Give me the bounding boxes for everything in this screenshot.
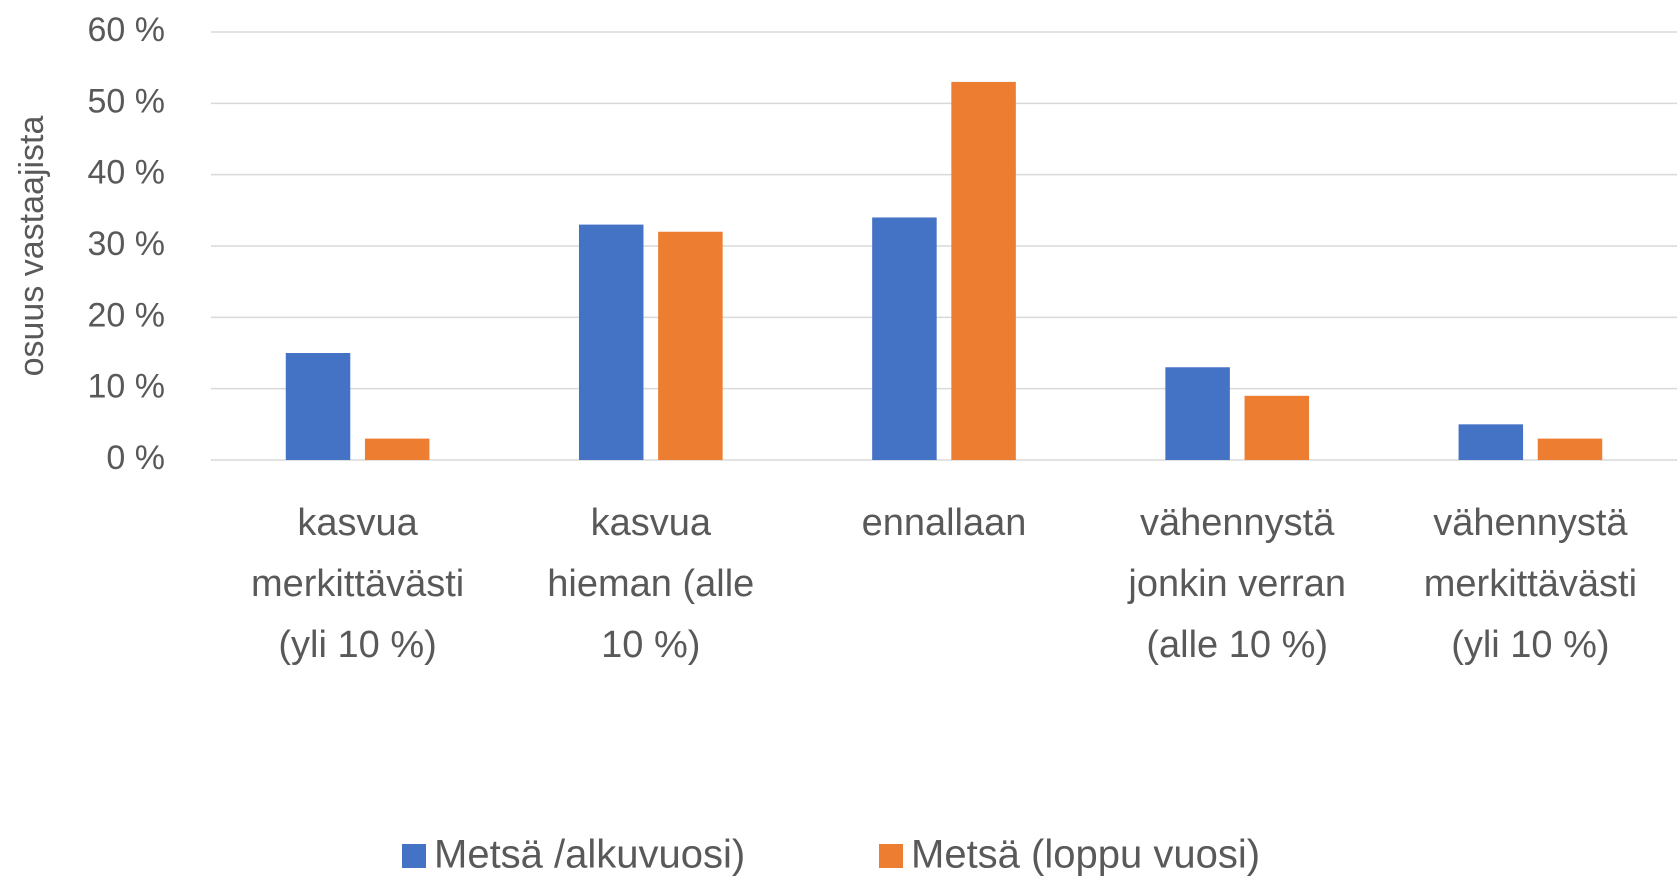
y-tick-label: 30 %: [88, 225, 166, 263]
x-tick-label: kasvua: [297, 502, 418, 544]
x-tick-label: 10 %): [601, 624, 700, 666]
legend-swatch: [879, 844, 903, 868]
legend-label: Metsä (loppu vuosi): [911, 833, 1260, 877]
x-tick-label: merkittävästi: [1424, 563, 1637, 605]
bar: [872, 217, 937, 460]
x-tick-label: merkittävästi: [251, 563, 464, 605]
legend-label: Metsä /alkuvuosi): [434, 833, 745, 877]
x-tick-label: (yli 10 %): [1451, 624, 1609, 666]
y-tick-label: 0 %: [106, 439, 165, 477]
x-tick-label: kasvua: [591, 502, 712, 544]
x-tick-label: (alle 10 %): [1146, 624, 1328, 666]
x-tick-label: (yli 10 %): [278, 624, 436, 666]
y-axis-label: osuus vastaajista: [13, 116, 51, 377]
y-tick-label: 20 %: [88, 296, 166, 334]
x-tick-label: vähennystä: [1433, 502, 1628, 544]
x-tick-label: hieman (alle: [547, 563, 754, 605]
bar: [1165, 367, 1230, 460]
x-tick-label: jonkin verran: [1127, 563, 1346, 605]
x-tick-label: vähennystä: [1140, 502, 1335, 544]
bar: [1458, 424, 1524, 460]
x-tick-label: ennallaan: [862, 502, 1027, 544]
bar: [1537, 438, 1603, 460]
bar: [1244, 395, 1310, 460]
y-tick-label: 50 %: [88, 82, 166, 120]
y-tick-label: 60 %: [88, 11, 166, 49]
bar: [578, 224, 644, 460]
bar: [658, 231, 723, 460]
legend-swatch: [402, 844, 426, 868]
bar: [364, 438, 430, 460]
y-tick-label: 10 %: [88, 368, 166, 406]
bar: [285, 353, 351, 460]
y-tick-label: 40 %: [88, 154, 166, 192]
bar: [951, 81, 1016, 460]
